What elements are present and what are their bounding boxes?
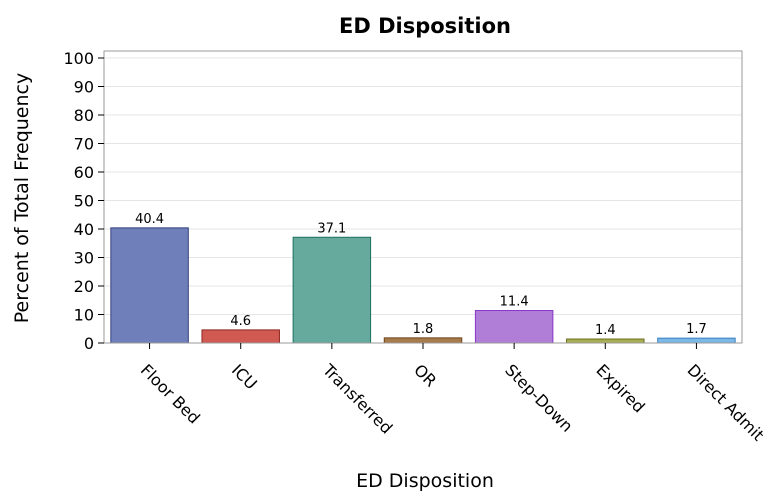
bar (383, 337, 463, 344)
data-label: 37.1 (317, 221, 346, 236)
bar (657, 337, 736, 344)
gridlines (104, 57, 742, 315)
x-tick-label: OR (410, 360, 440, 390)
x-tick-label: Transferred (318, 360, 396, 438)
bar (201, 329, 280, 344)
plot-frame (103, 50, 743, 344)
chart-title: ED Disposition (339, 14, 511, 38)
data-label: 40.4 (135, 212, 164, 227)
data-label: 1.7 (686, 322, 707, 337)
bars: 40.4 4.6 37.1 1.8 11.4 1.4 1.7 (110, 212, 736, 344)
y-tick-label: 10 (74, 306, 94, 325)
y-tick-label: 100 (63, 49, 94, 68)
x-tick-label: Direct Admit (684, 360, 765, 444)
y-axis-title: Percent of Total Frequency (11, 73, 33, 323)
x-tick-label: Floor Bed (137, 360, 204, 427)
x-tick-label: Expired (592, 360, 648, 416)
bar (110, 227, 189, 344)
bar (474, 310, 554, 344)
x-axis-ticks: Floor Bed ICU Transferred OR Step-Down Expire… (137, 343, 765, 445)
y-axis-ticks: 0 10 20 30 40 50 60 70 80 90 100 (63, 49, 104, 353)
data-label: 1.4 (595, 323, 616, 338)
bar (292, 236, 372, 344)
x-axis-title: ED Disposition (356, 470, 494, 492)
y-tick-label: 30 (74, 249, 94, 268)
bar (566, 338, 645, 344)
y-tick-label: 70 (74, 135, 94, 154)
y-tick-label: 90 (74, 78, 94, 97)
y-tick-label: 50 (74, 192, 94, 211)
y-tick-label: 20 (74, 277, 94, 296)
y-tick-label: 40 (74, 220, 94, 239)
x-tick-label: Step-Down (501, 360, 576, 435)
x-tick-label: ICU (228, 360, 261, 393)
y-tick-label: 0 (84, 334, 94, 353)
y-tick-label: 80 (74, 106, 94, 125)
y-tick-label: 60 (74, 163, 94, 182)
data-label: 1.8 (413, 322, 434, 337)
data-label: 4.6 (230, 314, 251, 329)
data-label: 11.4 (500, 295, 529, 310)
